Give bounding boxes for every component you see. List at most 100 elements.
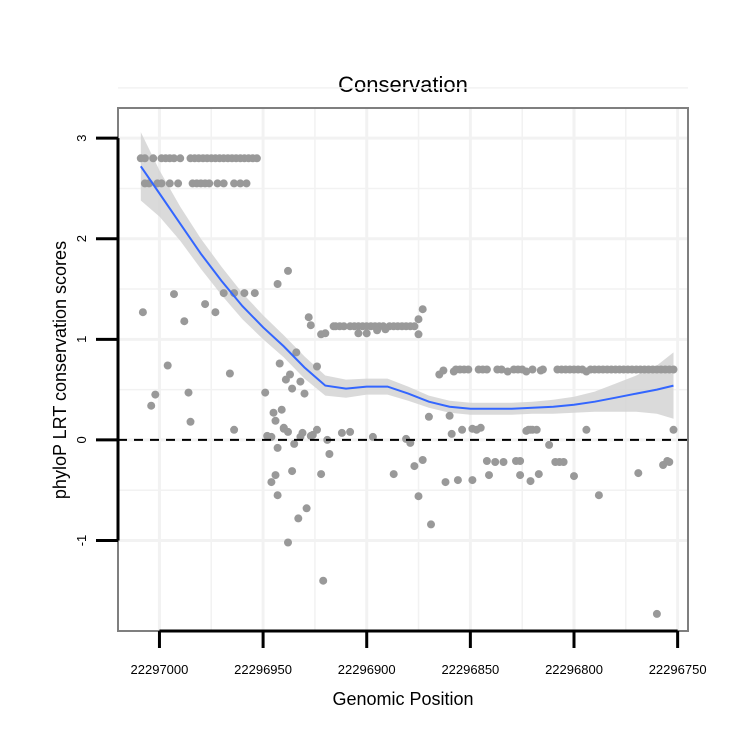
data-point [476,423,485,432]
data-point [319,576,328,585]
data-point [665,458,674,466]
x-tick-label: 22297000 [131,662,189,677]
data-point [410,462,419,471]
data-point [277,405,286,414]
data-point [184,388,193,397]
data-point [230,425,239,434]
data-point [346,427,355,436]
data-point [458,425,467,434]
data-point [242,179,251,188]
data-point [381,325,390,334]
chart-title: Conservation [338,72,468,97]
x-tick-label: 22296800 [545,662,603,677]
data-point [424,412,433,421]
data-point [138,308,147,317]
x-tick-label: 22296850 [441,662,499,677]
data-point [213,179,222,188]
data-point [499,458,508,466]
data-point [482,365,491,374]
data-point [427,520,435,529]
smooth-line [139,165,674,410]
data-point [453,476,462,485]
data-point [313,362,321,371]
data-point [174,179,183,188]
data-point [497,365,506,374]
data-point [594,491,603,500]
data-point [163,361,172,370]
data-point [284,266,292,275]
smooth-trend-line [139,165,674,410]
data-point [186,417,195,426]
data-point [290,439,299,448]
data-point [354,329,363,338]
data-point [302,504,311,513]
data-point [292,348,301,357]
data-point [570,472,578,481]
data-point [252,154,261,163]
data-point [170,290,178,299]
data-point [225,369,234,378]
data-point [418,456,427,464]
data-point [306,321,315,330]
data-point [147,401,156,410]
data-point [516,457,525,465]
data-point [528,365,537,374]
data-point [368,432,377,441]
data-point [321,329,330,338]
data-point [286,370,294,379]
data-point [211,308,220,317]
data-point [669,425,678,434]
data-point [236,179,245,188]
data-point [669,365,678,374]
data-point [205,179,214,188]
confidence-band [140,132,674,419]
data-point [325,450,334,458]
data-point [418,305,427,314]
data-point [284,538,292,547]
data-point [157,179,166,188]
y-tick-label: 0 [74,436,89,443]
data-point [538,365,547,374]
data-point [545,440,554,449]
data-point [284,427,292,436]
data-point [402,434,411,443]
y-tick-label: 2 [74,235,89,242]
data-point [151,390,160,399]
data-point [180,317,189,326]
x-tick-label: 22296900 [338,662,396,677]
data-point [300,389,309,398]
data-point [582,425,591,434]
data-point [170,154,178,163]
data-point [634,469,643,478]
data-point [273,491,282,500]
x-axis-label: Genomic Position [332,689,473,709]
data-point [230,179,239,188]
data-point [389,470,398,479]
gridlines [118,87,688,631]
data-point [240,289,249,298]
data-points [136,154,678,618]
data-point [275,359,284,368]
data-point [414,315,423,324]
x-tick-label: 22296950 [234,662,292,677]
data-point [414,492,423,501]
data-point [267,478,276,487]
data-point [296,377,305,386]
data-point [516,471,525,480]
data-point [559,458,568,466]
data-point [414,330,423,339]
data-point [201,300,210,309]
data-point [273,280,282,288]
data-point [304,313,313,322]
data-point [447,429,456,438]
data-point [410,322,419,331]
data-point [491,458,500,466]
x-tick-label: 22296750 [649,662,707,677]
data-point [269,408,278,417]
y-axis-ticks: -1 0 1 2 3 [74,135,120,546]
data-point [140,154,149,163]
data-point [261,388,270,397]
data-point [271,471,280,480]
y-axis-label: phyloP LRT conservation scores [50,241,70,499]
data-point [526,477,535,486]
